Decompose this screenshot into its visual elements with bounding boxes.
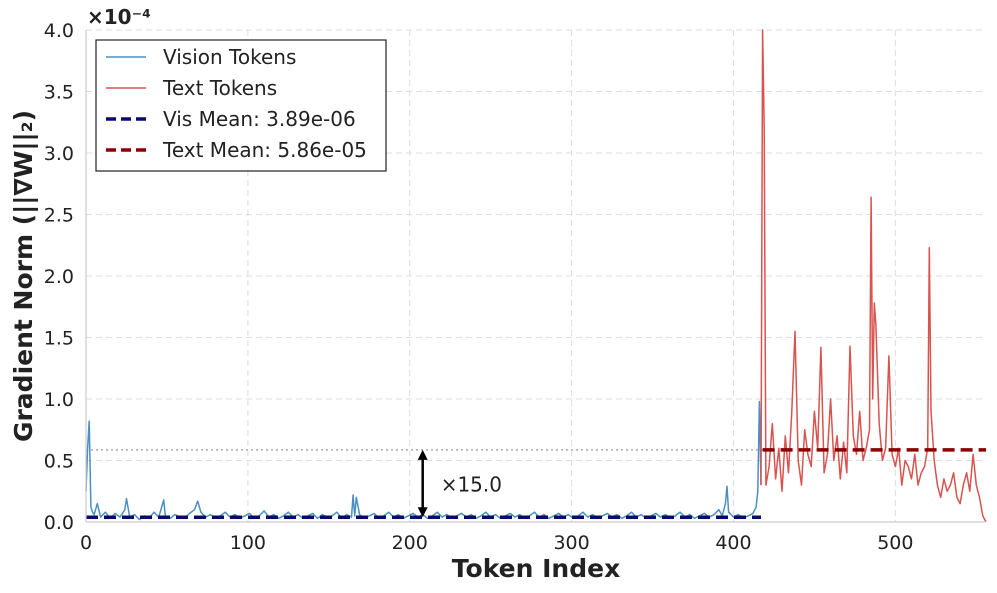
- x-tick-label: 100: [230, 532, 266, 554]
- y-tick-label: 1.0: [44, 389, 74, 411]
- legend: Vision Tokens Text Tokens Vis Mean: 3.89e-…: [95, 39, 387, 172]
- x-tick-label: 200: [392, 532, 428, 554]
- y-tick-label: 0.0: [44, 512, 74, 534]
- y-tick-labels: 0.0 0.5 1.0 1.5 2.0 2.5 3.0 3.5 4.0: [44, 20, 74, 534]
- x-tick-label: 0: [80, 532, 92, 554]
- x-tick-label: 500: [877, 532, 913, 554]
- y-tick-label: 3.5: [44, 82, 74, 104]
- axes: [85, 30, 986, 523]
- legend-label: Vis Mean: 3.89e-06: [163, 107, 356, 131]
- gridlines: [85, 29, 986, 523]
- x-tick-label: 300: [553, 532, 589, 554]
- y-tick-label: 2.5: [44, 205, 74, 227]
- y-tick-label: 1.5: [44, 328, 74, 350]
- y-tick-label: 2.0: [44, 266, 74, 288]
- legend-label: Text Mean: 5.86e-05: [162, 138, 367, 162]
- series-lines: [85, 29, 987, 523]
- ratio-label: ×15.0: [441, 473, 502, 497]
- y-axis-title: Gradient Norm (||∇W||₂): [9, 110, 38, 442]
- ratio-arrow-head-down: [417, 507, 428, 518]
- x-axis-title: Token Index: [452, 554, 620, 583]
- x-tick-label: 400: [715, 532, 751, 554]
- x-tick-labels: 0 100 200 300 400 500: [80, 532, 914, 554]
- y-scale-label: ×10⁻⁴: [87, 5, 151, 29]
- legend-label: Vision Tokens: [163, 45, 296, 69]
- legend-label: Text Tokens: [162, 76, 277, 100]
- y-tick-label: 3.0: [44, 143, 74, 165]
- ratio-annotation: ×15.0: [417, 449, 502, 518]
- y-tick-label: 0.5: [44, 451, 74, 473]
- y-tick-label: 4.0: [44, 20, 74, 42]
- series-line-1: [760, 29, 987, 523]
- ratio-arrow-head-up: [417, 449, 428, 460]
